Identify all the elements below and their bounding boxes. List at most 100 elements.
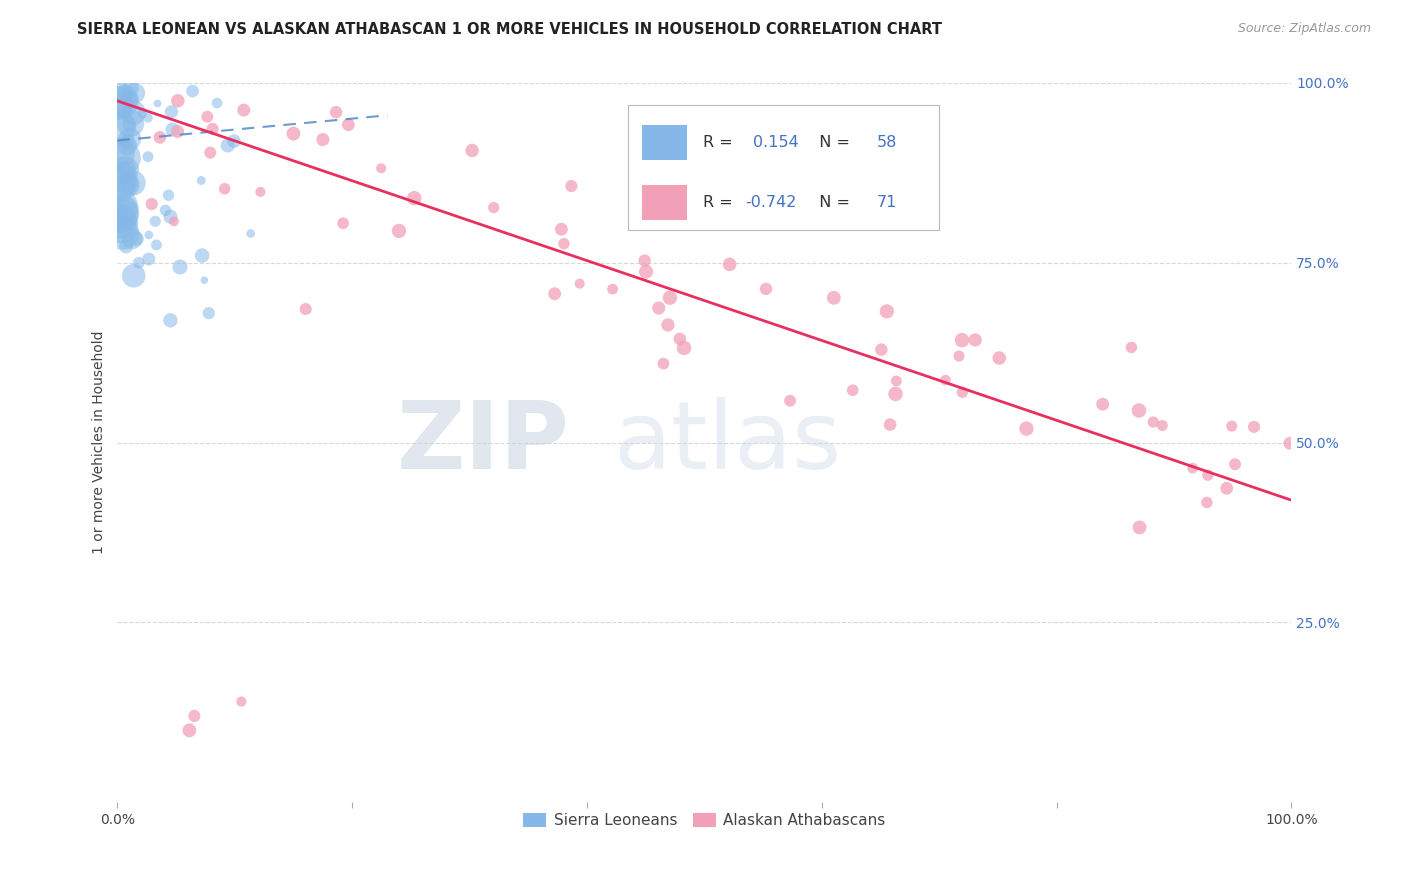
Point <box>117 134 139 148</box>
Point <box>128 256 150 270</box>
Text: R =: R = <box>703 135 738 150</box>
Point <box>118 132 141 146</box>
Point <box>755 282 778 296</box>
FancyBboxPatch shape <box>628 104 939 230</box>
Point <box>870 343 893 357</box>
Point <box>181 84 204 98</box>
Point <box>841 383 863 397</box>
Text: 71: 71 <box>877 195 897 211</box>
Point <box>136 150 159 164</box>
Point <box>1223 457 1246 471</box>
Point <box>884 387 907 401</box>
Point <box>111 227 134 241</box>
Point <box>112 151 135 165</box>
Bar <box>643 185 686 220</box>
Point <box>965 333 987 347</box>
Point <box>117 161 139 176</box>
Point <box>155 203 177 218</box>
Point <box>657 318 679 332</box>
Point <box>169 260 191 274</box>
Point <box>1128 403 1150 417</box>
Text: 58: 58 <box>877 135 897 150</box>
Point <box>159 313 181 327</box>
Point <box>179 723 201 738</box>
Point <box>110 94 132 108</box>
Point <box>117 139 139 153</box>
Bar <box>643 125 686 160</box>
Point <box>200 145 222 160</box>
Point <box>1220 419 1243 434</box>
Point <box>115 178 138 192</box>
Point <box>1015 421 1038 435</box>
Point <box>136 111 159 125</box>
Point <box>190 173 212 187</box>
Point <box>114 162 136 177</box>
Point <box>1152 418 1174 433</box>
Point <box>544 286 567 301</box>
Point <box>482 201 505 215</box>
Point <box>122 105 145 120</box>
Point <box>183 709 205 723</box>
Point <box>332 216 354 230</box>
Point <box>157 188 180 202</box>
Point <box>602 282 624 296</box>
Point <box>950 385 973 400</box>
Point <box>163 214 186 228</box>
Point <box>143 214 166 228</box>
Point <box>823 291 845 305</box>
Point <box>948 349 970 363</box>
Point <box>776 185 799 199</box>
Point <box>461 144 484 158</box>
Point <box>108 218 131 232</box>
Point <box>633 253 655 268</box>
Point <box>294 301 316 316</box>
Point <box>107 178 129 192</box>
Point <box>122 176 145 190</box>
Point <box>1091 397 1114 411</box>
Point <box>110 169 132 184</box>
Point <box>1215 481 1237 495</box>
Point <box>120 116 142 130</box>
Point <box>125 232 148 246</box>
Point <box>141 197 163 211</box>
Point <box>669 332 692 346</box>
Point <box>138 252 160 266</box>
Point <box>108 206 131 220</box>
Point <box>107 146 129 161</box>
Point <box>1181 461 1204 475</box>
Point <box>659 291 682 305</box>
Point <box>110 206 132 220</box>
Point <box>107 94 129 108</box>
Point <box>231 694 253 708</box>
Point <box>370 161 392 176</box>
Point <box>191 249 214 263</box>
Point <box>112 87 135 101</box>
Point <box>388 224 411 238</box>
Point <box>146 96 169 111</box>
Point <box>205 96 228 111</box>
Point <box>214 182 236 196</box>
Point <box>201 122 224 136</box>
Point <box>672 341 695 355</box>
Point <box>934 373 956 387</box>
Text: N =: N = <box>808 135 855 150</box>
Point <box>159 210 181 224</box>
Point <box>1197 468 1219 483</box>
Point <box>108 214 131 228</box>
Point <box>222 134 245 148</box>
Point <box>337 118 360 132</box>
Point <box>162 122 184 136</box>
Point <box>195 110 218 124</box>
Point <box>1243 420 1265 434</box>
Point <box>404 191 426 205</box>
Text: SIERRA LEONEAN VS ALASKAN ATHABASCAN 1 OR MORE VEHICLES IN HOUSEHOLD CORRELATION: SIERRA LEONEAN VS ALASKAN ATHABASCAN 1 O… <box>77 22 942 37</box>
Point <box>131 106 153 120</box>
Point <box>138 227 160 242</box>
Point <box>107 120 129 134</box>
Point <box>988 351 1011 365</box>
Text: N =: N = <box>808 195 855 211</box>
Point <box>232 103 254 117</box>
Point <box>1121 340 1143 354</box>
Point <box>118 93 141 107</box>
Point <box>166 124 188 138</box>
